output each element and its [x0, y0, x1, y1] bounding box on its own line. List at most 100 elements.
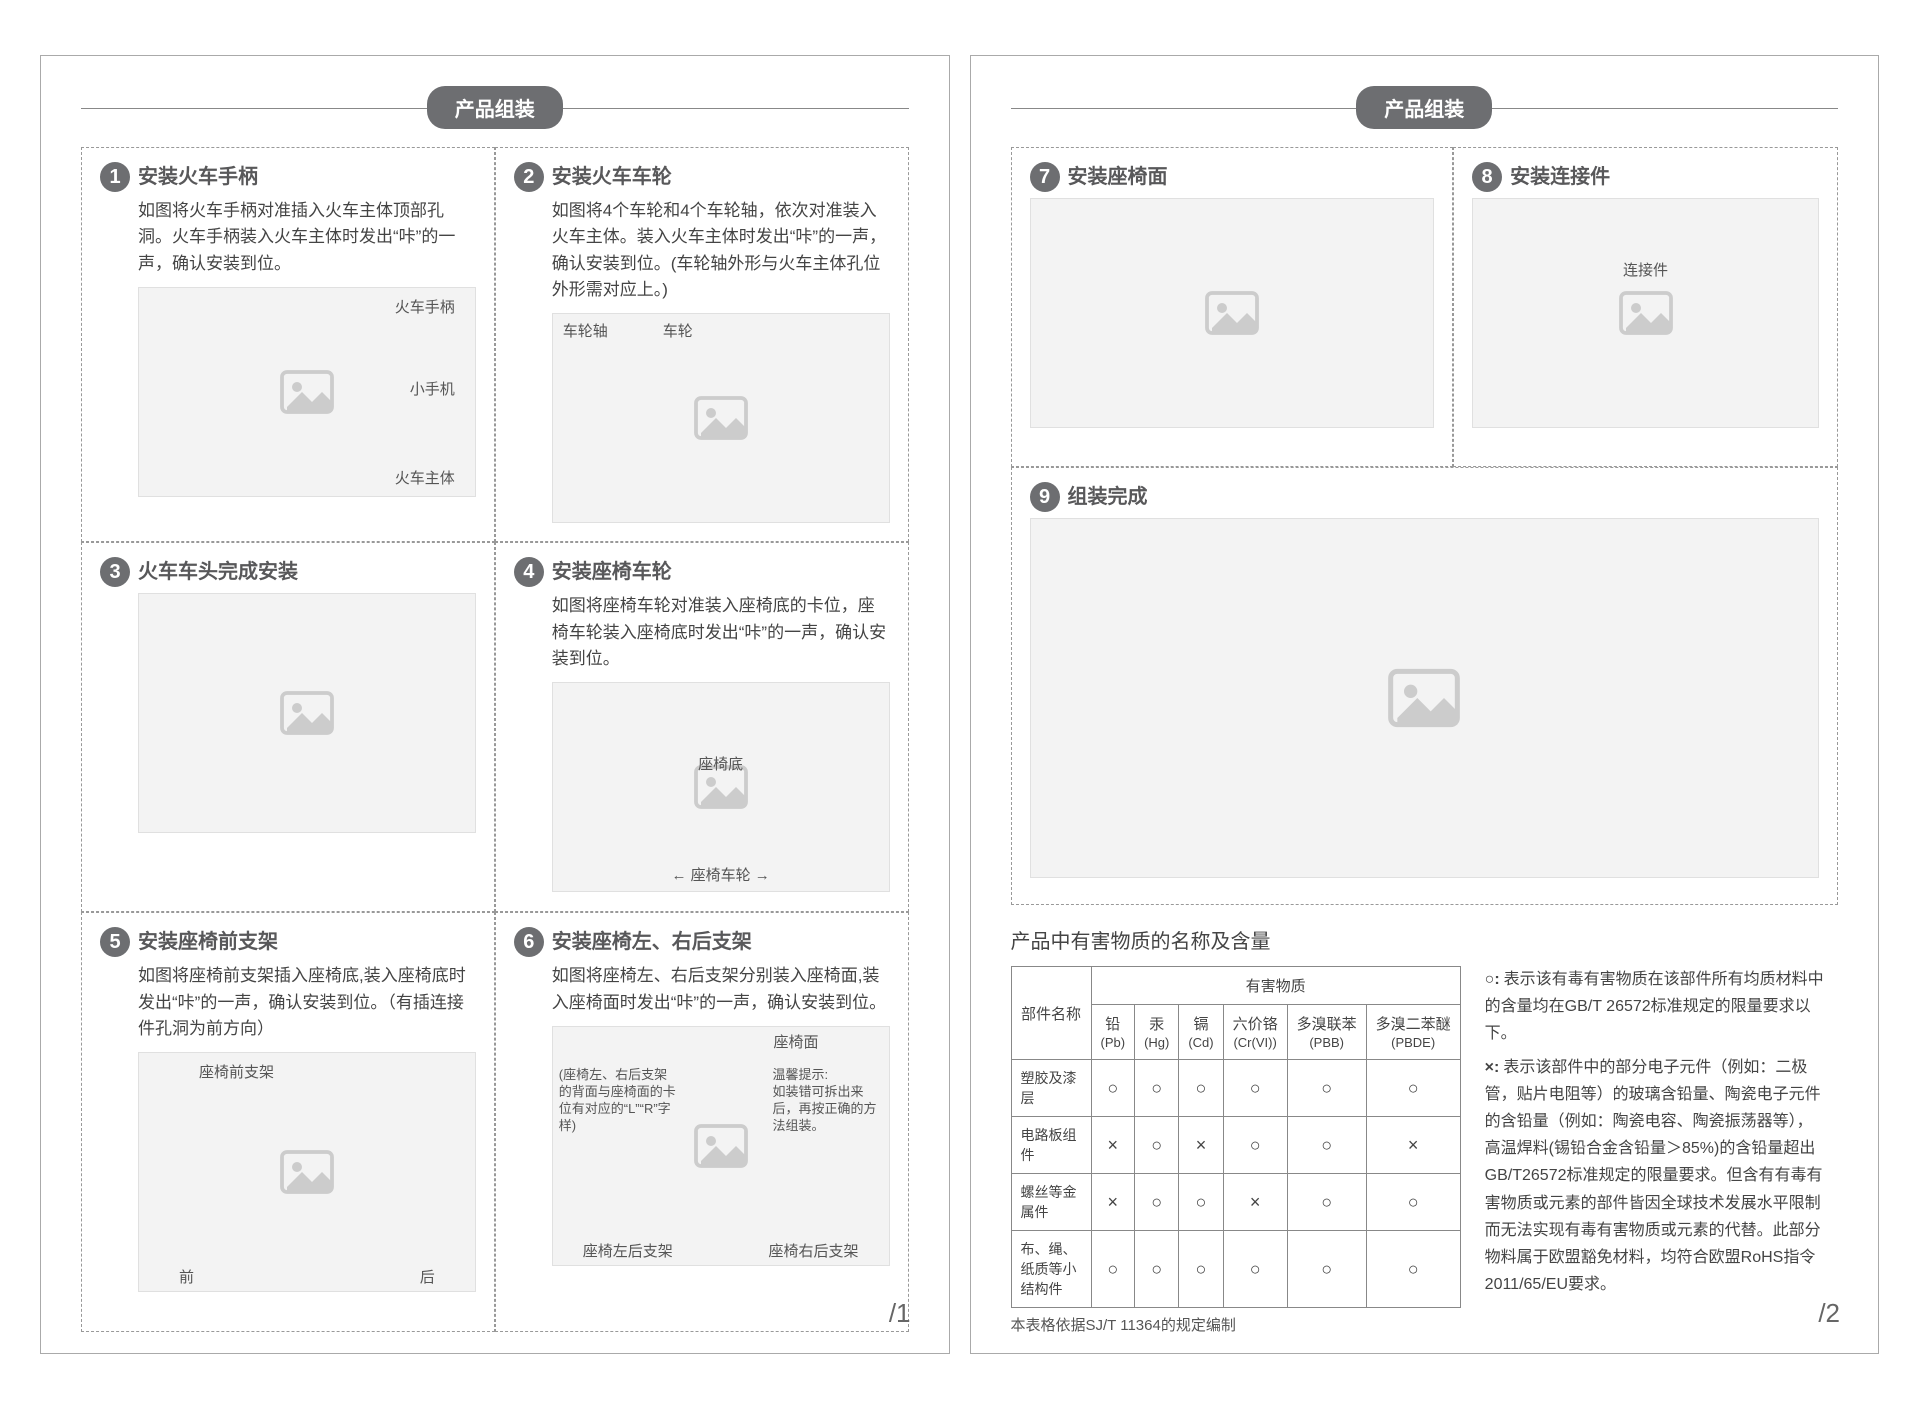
row-value: ○ [1179, 1174, 1223, 1231]
section-header: 产品组装 [1011, 86, 1839, 129]
step-title: 安装座椅左、右后支架 [552, 927, 752, 957]
hazardous-title: 产品中有害物质的名称及含量 [1011, 925, 1839, 954]
table-row: 布、绳、纸质等小结构件○○○○○○ [1011, 1231, 1460, 1308]
table-row: 电路板组件×○×○○× [1011, 1117, 1460, 1174]
row-value: ○ [1223, 1231, 1287, 1308]
step-title: 安装座椅面 [1068, 162, 1168, 192]
step-7: 7 安装座椅面 [1011, 147, 1454, 467]
label-front-bracket: 座椅前支架 [199, 1061, 274, 1082]
table-row: 螺丝等金属件×○○×○○ [1011, 1174, 1460, 1231]
legend-o-text: 表示该有毒有害物质在该部件所有均质材料中的含量均在GB/T 26572标准规定的… [1485, 971, 1824, 1042]
step-title: 火车车头完成安装 [138, 557, 298, 587]
row-value: ○ [1287, 1174, 1366, 1231]
step-desc: 如图将座椅车轮对准装入座椅底的卡位，座椅车轮装入座椅底时发出“咔”的一声，确认安… [552, 593, 890, 672]
haz-col: 六价铬(Cr(VI)) [1223, 1005, 1287, 1060]
label-seat-r: 座椅右后支架 [768, 1240, 858, 1261]
row-value: × [1366, 1117, 1460, 1174]
label-seat-l: 座椅左后支架 [583, 1240, 673, 1261]
image-placeholder-icon [277, 683, 337, 743]
row-value: ○ [1135, 1060, 1179, 1117]
haz-col: 铅(Pb) [1091, 1005, 1135, 1060]
step-illustration: 车轮轴 车轮 [552, 313, 890, 523]
row-value: ○ [1287, 1117, 1366, 1174]
step-2: 2 安装火车车轮 如图将4个车轮和4个车轮轴，依次对准装入火车主体。装入火车主体… [495, 147, 909, 542]
row-name: 电路板组件 [1011, 1117, 1091, 1174]
step-num: 6 [514, 927, 544, 957]
step-illustration: 连接件 [1472, 198, 1819, 428]
label-seat-base: 座椅底 [698, 753, 743, 774]
label-front: 前 [179, 1266, 194, 1287]
section-title: 产品组装 [1356, 86, 1492, 129]
haz-col: 多溴联苯(PBB) [1287, 1005, 1366, 1060]
step-title: 组装完成 [1068, 482, 1148, 512]
step-num: 1 [100, 162, 130, 192]
row-value: ○ [1366, 1060, 1460, 1117]
row-value: ○ [1179, 1231, 1223, 1308]
step-illustration [1030, 518, 1820, 878]
step-num: 2 [514, 162, 544, 192]
row-value: ○ [1366, 1231, 1460, 1308]
step-desc: 如图将座椅前支架插入座椅底,装入座椅底时发出“咔”的一声，确认安装到位。（有插连… [138, 963, 476, 1042]
row-value: ○ [1223, 1117, 1287, 1174]
hazardous-table: 部件名称 有害物质 铅(Pb)汞(Hg)镉(Cd)六价铬(Cr(VI))多溴联苯… [1011, 966, 1461, 1308]
page-number: /1 [889, 1298, 911, 1329]
label-lr-note: (座椅左、右后支架的背面与座椅面的卡位有对应的“L”“R”字样) [559, 1067, 679, 1135]
step-illustration [138, 593, 476, 833]
hazardous-footnote: 本表格依据SJ/T 11364的规定编制 [1011, 1314, 1461, 1335]
step-num: 7 [1030, 162, 1060, 192]
step-4: 4 安装座椅车轮 如图将座椅车轮对准装入座椅底的卡位，座椅车轮装入座椅底时发出“… [495, 542, 909, 912]
row-value: ○ [1091, 1231, 1135, 1308]
page-number: /2 [1818, 1298, 1840, 1329]
label-seat-wheel: ← 座椅车轮 → [671, 864, 769, 885]
row-name: 塑胶及漆层 [1011, 1060, 1091, 1117]
step-illustration: 火车手柄 小手机 火车主体 [138, 287, 476, 497]
row-value: ○ [1135, 1231, 1179, 1308]
row-value: ○ [1366, 1174, 1460, 1231]
row-value: ○ [1223, 1060, 1287, 1117]
step-num: 5 [100, 927, 130, 957]
step-illustration: 座椅前支架 前 后 [138, 1052, 476, 1292]
step-illustration: 座椅面 (座椅左、右后支架的背面与座椅面的卡位有对应的“L”“R”字样) 温馨提… [552, 1026, 890, 1266]
hazardous-legend: ○:表示该有毒有害物质在该部件所有均质材料中的含量均在GB/T 26572标准规… [1485, 966, 1825, 1298]
haz-col: 汞(Hg) [1135, 1005, 1179, 1060]
step-title: 安装火车车轮 [552, 162, 672, 192]
step-6: 6 安装座椅左、右后支架 如图将座椅左、右后支架分别装入座椅面,装入座椅面时发出… [495, 912, 909, 1332]
steps-row-p2: 7 安装座椅面 8 安装连接件 连接件 [1011, 147, 1839, 467]
hazardous-section: 部件名称 有害物质 铅(Pb)汞(Hg)镉(Cd)六价铬(Cr(VI))多溴联苯… [1011, 966, 1839, 1335]
step-3: 3 火车车头完成安装 [81, 542, 495, 912]
legend-x: ×:表示该部件中的部分电子元件（例如：二极管，贴片电阻等）的玻璃含铅量、陶瓷电子… [1485, 1054, 1825, 1299]
step-desc: 如图将座椅左、右后支架分别装入座椅面,装入座椅面时发出“咔”的一声，确认安装到位… [552, 963, 890, 1016]
step-5: 5 安装座椅前支架 如图将座椅前支架插入座椅底,装入座椅底时发出“咔”的一声，确… [81, 912, 495, 1332]
col-part: 部件名称 [1011, 967, 1091, 1060]
step-num: 8 [1472, 162, 1502, 192]
step-1: 1 安装火车手柄 如图将火车手柄对准插入火车主体顶部孔洞。火车手柄装入火车主体时… [81, 147, 495, 542]
row-value: × [1223, 1174, 1287, 1231]
row-value: ○ [1179, 1060, 1223, 1117]
step-illustration [1030, 198, 1435, 428]
step-9: 9 组装完成 [1011, 467, 1839, 905]
steps-grid-p1: 1 安装火车手柄 如图将火车手柄对准插入火车主体顶部孔洞。火车手柄装入火车主体时… [81, 147, 909, 1332]
step-8: 8 安装连接件 连接件 [1453, 147, 1838, 467]
step-desc: 如图将火车手柄对准插入火车主体顶部孔洞。火车手柄装入火车主体时发出“咔”的一声，… [138, 198, 476, 277]
row-value: ○ [1091, 1060, 1135, 1117]
step-title: 安装座椅车轮 [552, 557, 672, 587]
label-axle: 车轮轴 [563, 320, 608, 341]
row-value: ○ [1287, 1231, 1366, 1308]
step-num: 9 [1030, 482, 1060, 512]
section-title: 产品组装 [427, 86, 563, 129]
row-value: ○ [1135, 1117, 1179, 1174]
label-wheel: 车轮 [663, 320, 693, 341]
label-handle: 火车手柄 [395, 296, 455, 317]
row-name: 布、绳、纸质等小结构件 [1011, 1231, 1091, 1308]
image-placeholder-icon [1202, 283, 1262, 343]
label-phone: 小手机 [410, 378, 455, 399]
col-group: 有害物质 [1091, 967, 1460, 1005]
label-seat-face: 座椅面 [773, 1031, 818, 1052]
row-value: × [1179, 1117, 1223, 1174]
step-title: 安装火车手柄 [138, 162, 258, 192]
row-value: ○ [1135, 1174, 1179, 1231]
label-back: 后 [420, 1266, 435, 1287]
step-desc: 如图将4个车轮和4个车轮轴，依次对准装入火车主体。装入火车主体时发出“咔”的一声… [552, 198, 890, 303]
label-tip: 温馨提示: 如装错可拆出来后，再按正确的方法组装。 [773, 1067, 883, 1135]
page-2: 产品组装 7 安装座椅面 8 安装连接件 连接件 [970, 55, 1880, 1354]
